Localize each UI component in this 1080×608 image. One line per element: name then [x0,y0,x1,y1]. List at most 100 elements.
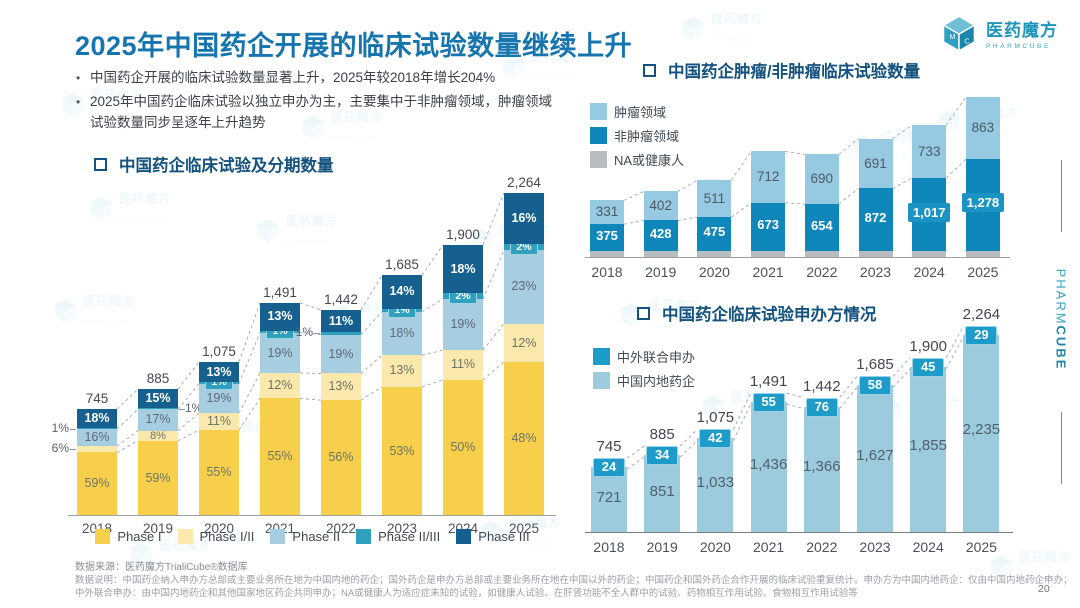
bar-domestic [644,454,681,532]
year-label: 2019 [646,539,678,555]
joint-badge: 76 [805,397,838,417]
bar-segment-phase-ii [382,311,422,356]
x-axis [68,515,556,516]
legend-swatch [177,529,193,544]
total-label: 1,900 [446,226,480,242]
joint-badge: 24 [593,458,625,478]
bar-domestic [857,385,893,532]
year-label: 2023 [859,539,891,555]
legend-swatch [95,529,111,544]
year-label: 2019 [142,521,174,536]
bullet-text: 2025年中国药企临床试验以独立申办为主，主要集中于非肿瘤领域，肿瘤领域试验数量… [90,94,553,130]
legend-swatch [590,127,607,144]
bar-segment-phase-i [443,379,483,515]
bullet-item: • 2025年中国药企临床试验以独立申办为主，主要集中于非肿瘤领域，肿瘤领域试验… [76,92,556,133]
label-tick [70,428,76,430]
segment-label-out: 1% [51,420,69,435]
bar-segment-onco [912,125,947,178]
joint-badge: 29 [965,326,998,345]
x-axis [585,257,1010,258]
chart-sponsor-legend: 中外联合申办 中国内地药企 [593,347,695,390]
logo-name: 医药魔方 [986,21,1058,40]
bar-segment-phase-i [199,430,239,515]
year-label: 2023 [386,521,418,536]
total-label: 885 [649,425,675,443]
legend-swatch [593,348,610,365]
watermark-cube-icon [682,16,704,41]
logo-subtext: PHARMCUBE [986,43,1051,50]
bullet-dot: • [76,71,81,85]
bar-segment-phase-iii [443,244,483,294]
section-title-text: 中国药企肿瘤/非肿瘤临床试验数量 [668,63,921,81]
bar-segment-na [751,251,786,257]
pharmcube-logo: M C 医药魔方 PHARMCUBE [940,14,1058,52]
bar-segment-onco [590,200,624,225]
legend-swatch [590,103,607,120]
bar-segment-phase-ii [504,250,544,324]
legend-swatch [456,529,472,544]
section-title-text: 中国药企临床试验及分期数量 [119,157,334,175]
total-label: 1,442 [803,377,841,395]
year-label: 2018 [593,539,625,555]
bar-segment-onco [751,151,786,203]
bar-segment-phase-iii [504,193,544,244]
year-label: 2025 [508,521,540,536]
svg-text:M: M [950,33,956,41]
bar-segment-phase-i [138,440,178,515]
bar-segment-phase-iii [77,409,117,429]
bar-segment-phase-iii [260,302,300,331]
legend-label: 肿瘤领域 [614,105,667,120]
side-brand-line [1061,412,1062,484]
total-label: 1,491 [263,284,297,300]
bar-segment-non-onco [858,188,893,252]
total-label: 2,264 [507,175,541,190]
bar-segment-phase-i-ii [321,373,361,401]
legend-item: Phase II [270,529,340,544]
footer-source: 数据来源：医药魔方TrialiCube®数据库 [75,562,248,573]
legend-label: Phase I [117,529,162,544]
bar-domestic [963,335,1000,532]
square-bullet-icon [94,157,107,171]
bar-segment-onco [804,154,839,205]
bar-segment-na [965,251,1000,257]
bar-segment-non-onco [697,217,732,252]
legend-item: Phase I [95,529,162,544]
chart-phase-legend: Phase I Phase I/II Phase II Phase II/III Pha… [60,529,565,544]
year-label: 2025 [965,539,997,555]
page-number: 20 [1038,583,1050,595]
bar-domestic [591,467,627,532]
bar-domestic [750,402,787,532]
chart-onco-section: 中国药企肿瘤/非肿瘤临床试验数量 375 331 2018 428 402 2019 475… [585,58,1025,288]
legend-item: Phase II/III [356,529,440,544]
bar-segment-phase-i-ii [382,355,422,387]
legend-label: Phase II [292,529,341,544]
bar-segment-phase-i-ii [260,372,300,399]
total-label: 1,075 [202,344,236,360]
year-label: 2022 [806,264,838,280]
legend-label: Phase III [478,529,530,544]
section-title-onco: 中国药企肿瘤/非肿瘤临床试验数量 [643,58,920,82]
label-tick [179,408,185,410]
bar-segment-non-onco [965,159,1000,252]
year-label: 2020 [698,264,730,280]
chart-phase-section: 中国药企临床试验及分期数量 59%6%16%1%18%745201859%8%1… [52,148,565,548]
legend-label: 中国内地药企 [617,374,696,389]
square-bullet-icon [643,63,656,77]
bar-segment-phase-iii [321,309,361,333]
bar-segment-phase-i-ii [138,430,178,441]
x-axis [585,532,1013,533]
bar-segment-phase-iii [199,362,239,383]
bar-segment-phase-ii-iii [77,428,117,430]
joint-badge: 55 [752,393,785,413]
year-label: 2020 [203,521,235,536]
year-label: 2021 [753,539,785,555]
legend-label: NA或健康人 [614,153,685,168]
bar-segment-phase-i [77,452,117,515]
joint-badge: 34 [646,445,679,465]
bar-segment-phase-ii [443,298,483,351]
bar-segment-phase-ii [77,429,117,447]
label-tick [70,449,76,451]
total-label: 745 [596,438,622,456]
year-label: 2024 [912,539,944,555]
